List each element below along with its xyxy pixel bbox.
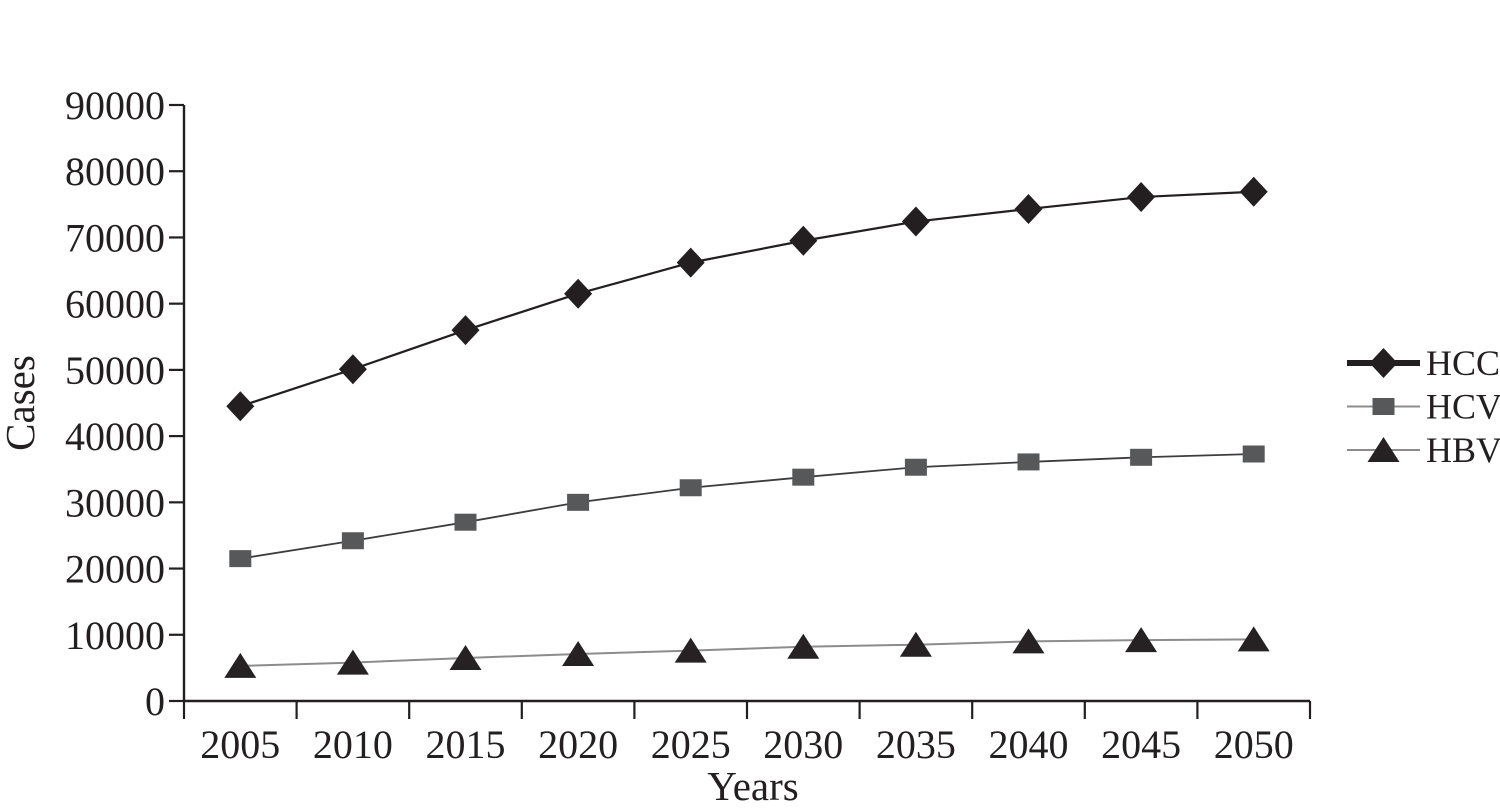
x-tick-label: 2010 — [313, 722, 393, 767]
series-marker-hbv — [899, 631, 932, 657]
legend-item-hcv: HCV — [1347, 387, 1500, 427]
series-marker-hcc — [564, 278, 593, 309]
series-marker-hbv — [674, 637, 707, 663]
y-tick-label: 90000 — [65, 83, 165, 128]
y-tick-label: 50000 — [65, 348, 165, 393]
y-tick-label: 0 — [145, 679, 165, 724]
series-marker-hcv — [229, 550, 252, 568]
series-marker-hbv — [224, 652, 257, 678]
series-marker-hcc — [1014, 193, 1043, 224]
legend-label: HCC — [1426, 343, 1500, 383]
y-tick-label: 30000 — [65, 480, 165, 525]
x-tick-label: 2015 — [426, 722, 506, 767]
series-marker-hcv — [1242, 445, 1265, 463]
y-axis-title: Cases — [0, 355, 43, 451]
series-marker-hcc — [789, 225, 818, 256]
series-marker-hbv — [787, 633, 820, 659]
series-marker-hbv — [1012, 628, 1045, 654]
series-marker-hcc — [901, 206, 930, 237]
x-tick-label: 2020 — [538, 722, 618, 767]
legend-item-hcc: HCC — [1347, 343, 1500, 383]
legend-item-hbv: HBV — [1347, 430, 1500, 470]
series-marker-hcv — [792, 468, 815, 486]
series-marker-hcv — [567, 493, 590, 511]
legend-label: HCV — [1426, 387, 1500, 427]
chart-plot-area: 0 10000 20000 30000 40000 50000 60000 70000 8000… — [65, 83, 1312, 767]
legend-marker-square-icon — [1372, 398, 1395, 415]
x-tick-label: 2035 — [876, 722, 956, 767]
legend-marker-diamond-icon — [1369, 348, 1398, 378]
y-tick-label: 10000 — [65, 613, 165, 658]
legend-marker-triangle-icon — [1367, 437, 1400, 462]
x-tick-label: 2050 — [1214, 722, 1294, 767]
series-marker-hbv — [1237, 626, 1270, 652]
series-marker-hcv — [454, 513, 477, 531]
x-tick-label: 2030 — [763, 722, 843, 767]
series-marker-hcc — [1127, 182, 1156, 213]
series-line-hbv — [240, 638, 1254, 667]
x-axis-title: Years — [707, 763, 799, 809]
x-tick-label: 2005 — [200, 722, 280, 767]
series-line-hcv — [240, 453, 1254, 560]
x-tick-label: 2045 — [1101, 722, 1181, 767]
series-marker-hbv — [336, 649, 369, 675]
series-marker-hbv — [449, 644, 482, 670]
series-marker-hcc — [676, 247, 705, 278]
y-tick-label: 70000 — [65, 215, 165, 260]
series-marker-hbv — [562, 640, 595, 666]
series-marker-hbv — [1125, 627, 1158, 653]
series-marker-hcc — [451, 315, 480, 346]
series-marker-hcv — [679, 479, 702, 497]
y-tick-label: 80000 — [65, 149, 165, 194]
legend-label: HBV — [1426, 430, 1500, 470]
y-tick-label: 20000 — [65, 547, 165, 592]
y-tick-label: 40000 — [65, 414, 165, 459]
x-tick-label: 2040 — [989, 722, 1069, 767]
series-marker-hcc — [226, 391, 255, 422]
series-marker-hcc — [338, 354, 367, 385]
x-tick-label: 2025 — [651, 722, 731, 767]
series-line-hcc — [239, 190, 1254, 408]
series-marker-hcv — [1130, 448, 1153, 466]
series-marker-hcv — [904, 458, 927, 476]
series-marker-hcv — [1017, 453, 1040, 471]
series-marker-hcc — [1239, 176, 1268, 207]
series-marker-hcv — [341, 532, 364, 550]
y-tick-label: 60000 — [65, 282, 165, 327]
